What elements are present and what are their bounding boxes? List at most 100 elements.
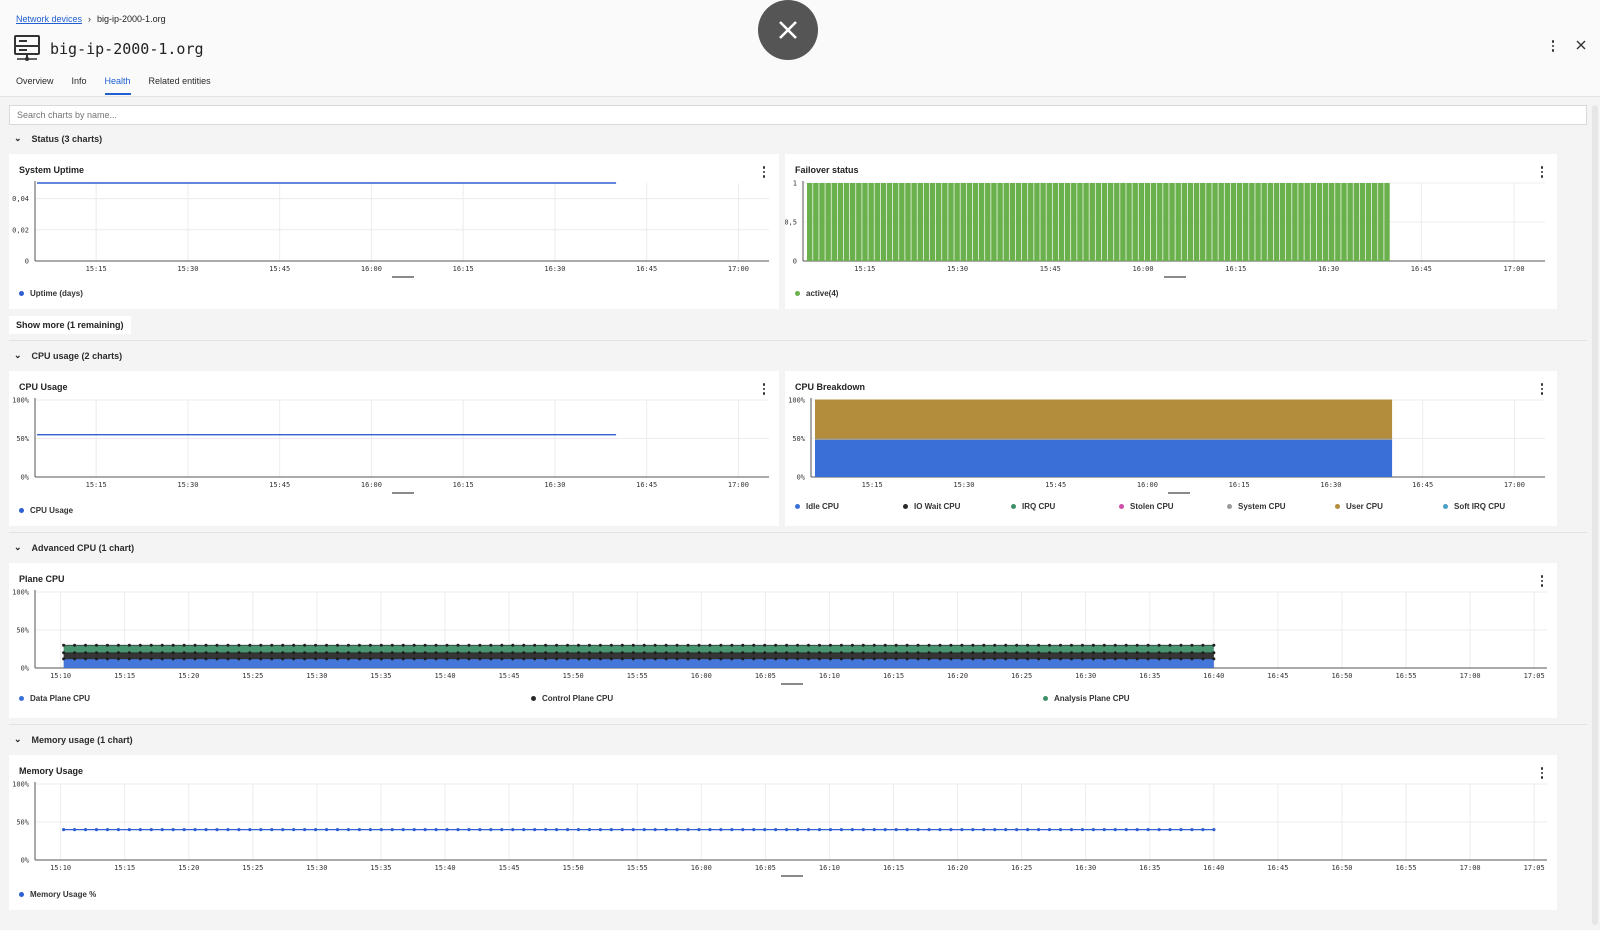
cpu-breakdown-chart[interactable]: 15:15 15:30 15:45 16:00 16:15 16:30 16:45 17:00… [785, 371, 1557, 501]
data-point [335, 657, 339, 661]
system-uptime-chart[interactable]: 15:15 15:30 15:45 16:00 16:15 16:30 16:45 17:00… [9, 154, 779, 284]
chart-card-plane-cpu: Plane CPU 15:10 15:15 15:20 15:25 15:30 15:35… [9, 563, 1557, 718]
bar [911, 183, 917, 261]
bar [1304, 183, 1310, 261]
section-header-cpu-usage[interactable]: ⌄ CPU usage (2 charts) [14, 350, 122, 361]
chart-options-icon[interactable] [759, 381, 770, 397]
x-tick-label: 16:10 [819, 672, 840, 680]
data-point [587, 651, 591, 655]
chart-options-icon[interactable] [1537, 573, 1548, 589]
search-charts-input[interactable] [9, 105, 1587, 125]
data-point [292, 657, 296, 661]
section-title: Memory usage (1 chart) [31, 734, 133, 745]
x-tick-label: 15:40 [434, 672, 455, 680]
legend-label: IRQ CPU [1022, 501, 1056, 511]
tab-related-entities[interactable]: Related entities [148, 76, 211, 86]
legend-item[interactable]: Analysis Plane CPU [1043, 694, 1130, 703]
chart-options-icon[interactable] [1537, 164, 1548, 180]
legend-dot [19, 892, 24, 897]
data-point [686, 643, 690, 647]
data-point [1069, 651, 1073, 655]
data-point [94, 828, 99, 832]
tab-overview[interactable]: Overview [16, 76, 54, 86]
data-point [544, 643, 548, 647]
data-point [1190, 657, 1194, 661]
data-point [730, 651, 734, 655]
data-point [1004, 643, 1008, 647]
legend-item[interactable]: CPU Usage [19, 506, 73, 515]
data-point [1168, 657, 1172, 661]
data-point [872, 643, 876, 647]
data-point [839, 657, 843, 661]
data-point [620, 657, 624, 661]
data-point [248, 643, 252, 647]
page-scrollbar[interactable] [1592, 105, 1598, 925]
legend-item[interactable]: Memory Usage % [19, 890, 96, 899]
legend-item[interactable]: IO Wait CPU [903, 502, 960, 511]
legend-item[interactable]: IRQ CPU [1011, 502, 1055, 511]
legend-item[interactable]: System CPU [1227, 502, 1286, 511]
breadcrumb-link-network-devices[interactable]: Network devices [16, 14, 83, 24]
data-point [938, 643, 942, 647]
bar [880, 183, 887, 261]
legend-label: Analysis Plane CPU [1054, 693, 1130, 703]
data-point [598, 643, 602, 647]
data-point [314, 651, 318, 655]
tab-health[interactable]: Health [104, 76, 131, 95]
bar [991, 183, 997, 261]
legend-item[interactable]: Control Plane CPU [531, 694, 613, 703]
data-point [533, 643, 537, 647]
chart-options-icon[interactable] [1537, 765, 1548, 781]
data-point [664, 657, 668, 661]
legend-item[interactable]: User CPU [1335, 502, 1383, 511]
chevron-down-icon: ⌄ [14, 542, 22, 552]
legend-item[interactable]: Uptime (days) [19, 289, 83, 298]
bar [1365, 183, 1372, 261]
data-point [368, 651, 372, 655]
x-tick-label: 15:20 [178, 672, 199, 680]
section-header-status[interactable]: ⌄ Status (3 charts) [14, 133, 102, 144]
bar [1052, 183, 1059, 261]
show-more-button[interactable]: Show more (1 remaining) [9, 316, 131, 334]
legend-label: active(4) [806, 289, 839, 298]
x-tick-label: 16:10 [819, 864, 840, 872]
data-point [138, 828, 142, 832]
data-point [817, 657, 821, 661]
section-header-memory-usage[interactable]: ⌄ Memory usage (1 chart) [14, 734, 133, 745]
data-point [1015, 643, 1019, 647]
memory-usage-chart[interactable]: 15:10 15:15 15:20 15:25 15:30 15:35 15:40 15:45… [9, 755, 1557, 885]
close-icon[interactable] [1576, 40, 1586, 52]
chart-options-icon[interactable] [1537, 381, 1548, 397]
data-point [1037, 643, 1041, 647]
data-point [303, 828, 307, 832]
more-options-icon[interactable] [1548, 38, 1559, 54]
bar [1034, 183, 1040, 261]
legend-item[interactable]: Idle CPU [795, 502, 839, 511]
data-point [675, 643, 679, 647]
data-point [62, 643, 66, 647]
y-tick-label: 0% [797, 474, 806, 482]
bar [1040, 183, 1046, 261]
legend-item[interactable]: Soft IRQ CPU [1443, 502, 1505, 511]
x-tick-label: 16:15 [453, 481, 474, 489]
data-point [423, 651, 427, 655]
data-point [270, 828, 274, 832]
legend-item[interactable]: Data Plane CPU [19, 694, 90, 703]
section-header-advanced-cpu[interactable]: ⌄ Advanced CPU (1 chart) [14, 542, 134, 553]
data-point [1135, 828, 1139, 832]
overlay-close-button[interactable] [758, 0, 818, 60]
bar [874, 183, 880, 261]
data-point [62, 828, 66, 832]
data-point [182, 657, 186, 661]
tab-info[interactable]: Info [71, 76, 87, 86]
data-point [72, 828, 77, 832]
failover-status-chart[interactable]: 15:15 15:30 15:45 16:00 16:15 16:30 16:45 17:00… [785, 154, 1557, 284]
data-point [576, 651, 580, 655]
plane-cpu-chart[interactable]: 15:10 15:15 15:20 15:25 15:30 15:35 15:40 15:45… [9, 563, 1557, 693]
chart-options-icon[interactable] [759, 164, 770, 180]
legend-item[interactable]: active(4) [795, 289, 838, 298]
data-point [1069, 828, 1074, 832]
data-point [609, 657, 613, 661]
legend-item[interactable]: Stolen CPU [1119, 502, 1174, 511]
cpu-usage-chart[interactable]: 15:15 15:30 15:45 16:00 16:15 16:30 16:45 17:00… [9, 371, 779, 501]
